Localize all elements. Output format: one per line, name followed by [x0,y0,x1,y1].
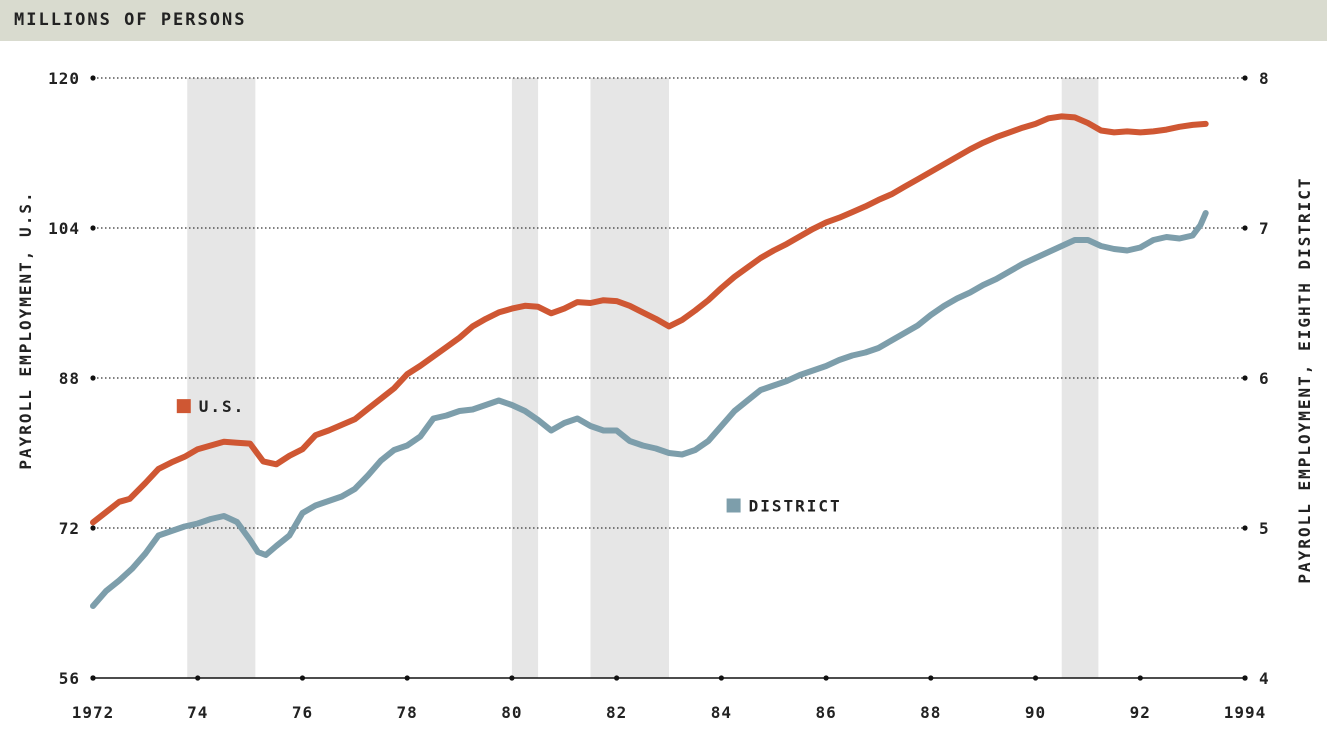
x-tick-dot [195,675,201,681]
x-tick-label: 84 [711,703,732,722]
x-tick-label: 80 [501,703,522,722]
legend-swatch-1 [726,498,741,513]
x-tick-dot [1032,675,1039,681]
x-tick-label: 86 [815,703,836,722]
legend-swatch-0 [176,399,191,414]
x-tick-label: 1994 [1224,703,1267,722]
x-tick-label: 90 [1025,703,1046,722]
y-left-tick-dot [90,75,96,81]
y-left-tick-label: 120 [48,69,80,88]
header-band [0,0,1327,41]
series-lines [90,113,1209,609]
y-axis-right-title: PAYROLL EMPLOYMENT, EIGHTH DISTRICT [1295,176,1314,583]
y-left-tick-label: 104 [48,219,80,238]
us-series-line [90,113,1209,526]
x-tick-dot [509,675,515,681]
gridlines [93,77,1245,529]
y-right-tick-label: 8 [1259,69,1270,88]
x-tick-dot [718,675,724,681]
y-left-tick-dot [90,225,96,231]
y-left-tick-label: 56 [59,669,80,688]
x-tick-label: 74 [187,703,208,722]
legend-label-0: U.S. [199,397,246,416]
y-right-tick-dot [1242,225,1248,231]
y-left-tick-dot [90,375,96,381]
y-axis-left-title: PAYROLL EMPLOYMENT, U.S. [16,190,35,469]
y-left-tick-label: 72 [59,519,80,538]
legend: U.S. DISTRICT [176,397,842,516]
y-right-tick-label: 4 [1259,669,1270,688]
x-tick-dot [614,675,620,681]
x-tick-label: 82 [606,703,627,722]
x-tick-dot [1242,675,1248,681]
recession-band-3 [1061,78,1099,678]
y-right-tick-label: 7 [1259,219,1270,238]
x-tick-label: 76 [292,703,313,722]
y-left-tick-dot [90,525,96,531]
y-right-tick-label: 6 [1259,369,1270,388]
district-series-line [90,210,1209,609]
y-right-tick-label: 5 [1259,519,1270,538]
x-tick-dot [1137,675,1143,681]
y-right-tick-dot [1242,525,1248,531]
x-tick-label: 1972 [72,703,115,722]
x-tick-label: 92 [1130,703,1151,722]
y-right-tick-dot [1242,375,1248,381]
y-left-tick-label: 88 [59,369,80,388]
units-label: MILLIONS OF PERSONS [14,10,247,30]
x-tick-dot [404,675,410,681]
x-tick-dot [928,675,934,681]
x-tick-label: 88 [920,703,941,722]
x-tick-dot [90,675,96,681]
y-right-tick-dot [1242,75,1248,81]
x-tick-dot [299,675,306,681]
x-tick-dot [823,675,829,681]
x-tick-label: 78 [397,703,418,722]
legend-label-1: DISTRICT [749,497,842,516]
